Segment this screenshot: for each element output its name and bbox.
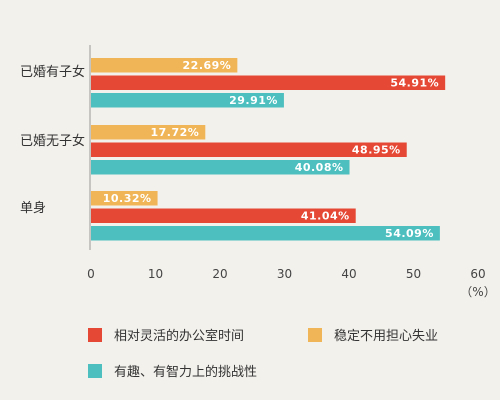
data-label: 54.91%: [390, 77, 439, 90]
bar: [91, 226, 440, 241]
bar: [91, 58, 238, 73]
bar: [91, 75, 446, 90]
x-tick-label: 60: [470, 267, 485, 281]
x-tick-label: 0: [87, 267, 95, 281]
x-axis: 0 10 20 30 40 50 60 （%）: [87, 45, 496, 299]
legend-swatch: [88, 364, 102, 378]
data-label: 29.91%: [229, 94, 278, 107]
data-label: 22.69%: [183, 59, 232, 72]
bar: [91, 125, 206, 140]
x-tick-label: 20: [212, 267, 227, 281]
x-tick-label: 50: [406, 267, 421, 281]
category-label: 单身: [20, 200, 46, 216]
legend-swatch: [88, 328, 102, 342]
legend-swatch: [308, 328, 322, 342]
legend-entry: 稳定不用担心失业: [334, 328, 438, 344]
bar: [91, 93, 284, 108]
legend-entry: 相对灵活的办公室时间: [114, 328, 244, 344]
x-unit-label: （%）: [460, 285, 495, 299]
data-label: 48.95%: [352, 144, 401, 157]
data-label: 41.04%: [301, 210, 350, 223]
bars: 22.69% 54.91% 29.91% 17.72% 48.95% 40.08% 10.3…: [91, 58, 446, 241]
category-label: 已婚有子女: [20, 64, 85, 80]
legend-entry: 有趣、有智力上的挑战性: [114, 364, 257, 380]
bar: [91, 160, 350, 175]
data-label: 10.32%: [103, 192, 152, 205]
bar: [91, 142, 407, 157]
data-label: 17.72%: [150, 126, 199, 139]
data-label: 54.09%: [385, 227, 434, 240]
x-tick-label: 40: [341, 267, 356, 281]
data-label: 40.08%: [295, 161, 344, 174]
category-label: 已婚无子女: [20, 133, 85, 149]
bar: [91, 208, 356, 223]
x-tick-label: 10: [148, 267, 163, 281]
bar: [91, 191, 158, 206]
x-tick-label: 30: [277, 267, 292, 281]
